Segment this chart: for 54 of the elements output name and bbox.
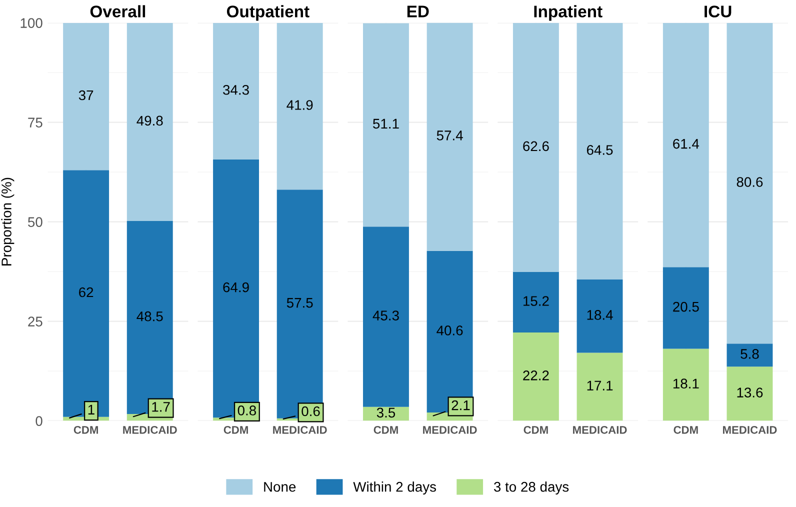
- y-tick-label: 0: [36, 416, 42, 426]
- data-label: 0.6: [302, 406, 320, 416]
- data-label: 1.7: [152, 402, 170, 412]
- x-tick-label: CDM: [224, 426, 248, 434]
- chart-title: Overall: [90, 5, 146, 18]
- data-label: 40.6: [436, 326, 463, 336]
- x-tick-label: MEDICAID: [423, 426, 477, 434]
- chart-title: ICU: [704, 6, 732, 18]
- data-label: 64.5: [586, 145, 613, 155]
- data-label: 17.1: [587, 380, 613, 390]
- data-label: 64.9: [223, 282, 249, 292]
- data-label: 57.5: [286, 298, 313, 308]
- data-label: 20.5: [673, 302, 699, 312]
- x-tick-label: MEDICAID: [273, 426, 327, 434]
- data-label: 37: [78, 90, 94, 100]
- data-label: 2.1: [452, 400, 470, 410]
- data-label: 45.3: [372, 310, 399, 320]
- x-tick-label: CDM: [374, 426, 398, 434]
- data-label: 13.6: [737, 388, 763, 398]
- y-tick-label: 75: [28, 118, 42, 128]
- x-tick-label: MEDICAID: [123, 426, 177, 434]
- data-label: 18.4: [587, 310, 613, 320]
- legend-label: Within 2 days: [353, 482, 436, 494]
- y-axis-title: Proportion (%): [1, 178, 14, 266]
- data-label: 1: [88, 404, 94, 414]
- data-label: 61.4: [673, 138, 700, 149]
- x-tick-label: CDM: [74, 426, 98, 434]
- chart-title: Inpatient: [534, 5, 602, 21]
- data-label: 41.9: [286, 100, 313, 110]
- y-tick-label: 25: [28, 316, 42, 326]
- y-tick-label: 100: [20, 18, 42, 28]
- x-tick-label: MEDICAID: [573, 426, 627, 434]
- data-label: 5.8: [740, 349, 759, 359]
- x-tick-label: CDM: [524, 426, 548, 434]
- data-label: 34.3: [223, 84, 249, 95]
- data-label: 0.8: [238, 406, 256, 416]
- data-label: 22.2: [523, 370, 549, 380]
- x-tick-label: MEDICAID: [723, 426, 777, 434]
- x-tick-label: CDM: [674, 426, 698, 434]
- data-label: 80.6: [736, 177, 763, 187]
- legend-label: 3 to 28 days: [494, 482, 569, 494]
- legend-label: None: [264, 482, 296, 492]
- data-label: 49.8: [136, 116, 163, 126]
- data-label: 62: [79, 287, 94, 298]
- data-label: 15.2: [524, 296, 549, 306]
- data-label: 57.4: [436, 130, 463, 140]
- chart-title: Outpatient: [226, 5, 310, 21]
- data-label: 3.5: [376, 408, 396, 418]
- data-label: 62.6: [523, 141, 549, 152]
- y-tick-label: 50: [28, 217, 42, 227]
- data-label: 18.1: [673, 378, 699, 389]
- data-label: 48.5: [136, 311, 163, 322]
- data-label: 51.1: [373, 118, 399, 129]
- chart-title: ED: [407, 6, 429, 18]
